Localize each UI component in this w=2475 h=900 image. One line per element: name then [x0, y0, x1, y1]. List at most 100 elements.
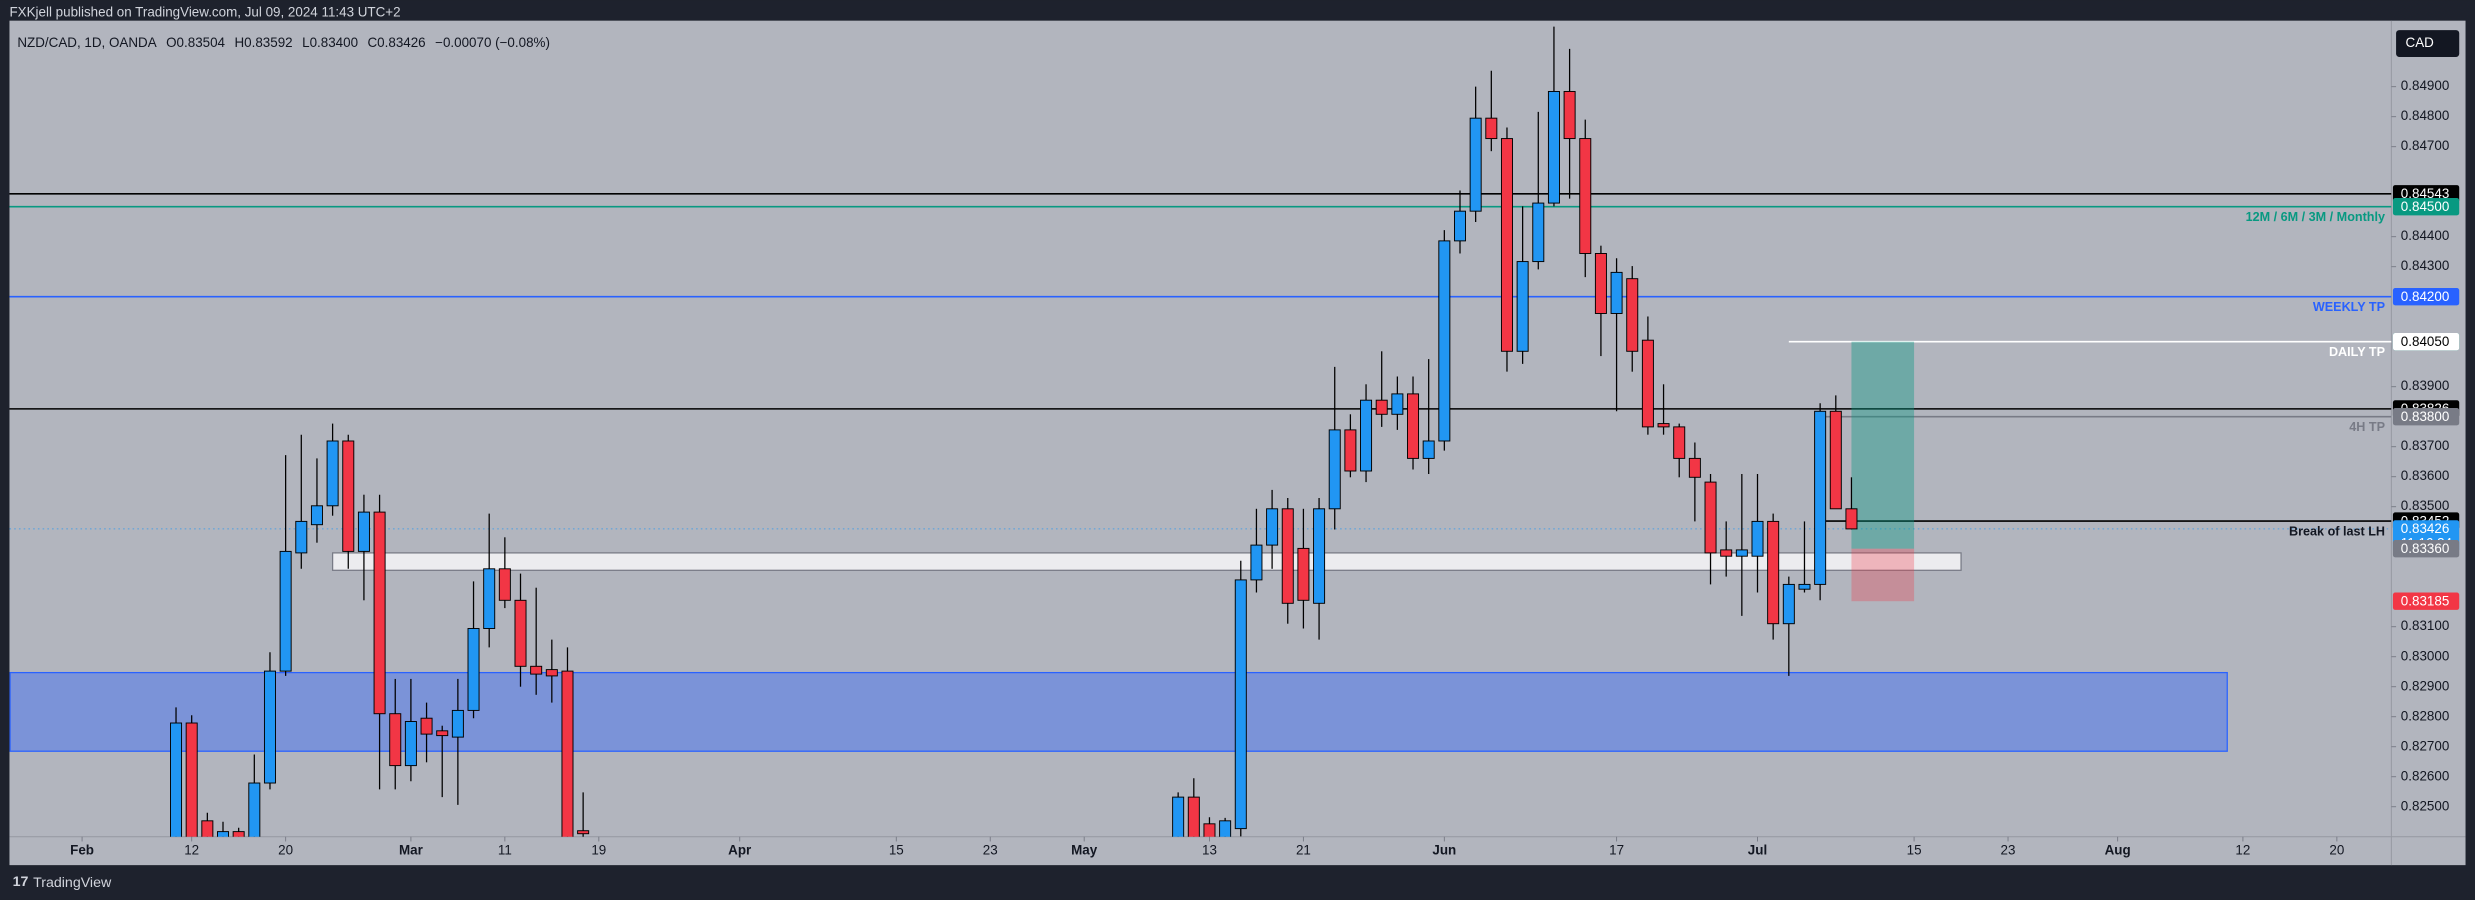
candle-body	[217, 831, 230, 837]
x-tick-label: 15	[889, 842, 904, 857]
price-label-bg	[2392, 408, 2460, 426]
candle-body	[467, 628, 480, 711]
x-tick-label: 11	[498, 842, 512, 857]
price-label: 0.84050	[2401, 334, 2449, 349]
plot-area	[9, 20, 2392, 837]
candle-body	[420, 717, 433, 735]
x-tick-label: 15	[1907, 842, 1922, 857]
y-tick-label: 0.83000	[2401, 648, 2449, 663]
plot	[9, 26, 2392, 837]
candle-body	[1626, 278, 1639, 352]
candle-body	[248, 782, 261, 837]
y-tick-label: 0.83600	[2401, 468, 2449, 483]
price-label: 0.83360	[2401, 541, 2449, 556]
x-tick-label: 20	[278, 842, 293, 857]
candle-body	[389, 713, 402, 767]
candle-body	[514, 599, 527, 667]
candle-body	[404, 721, 417, 767]
candle-body	[1344, 429, 1357, 472]
price-label-bg	[2392, 540, 2460, 558]
candle-body	[1438, 240, 1451, 442]
candle-body	[1814, 410, 1827, 585]
candle-body	[1579, 138, 1592, 254]
candle-body	[263, 670, 276, 784]
y-tick-label: 0.84400	[2401, 228, 2449, 243]
candle-body	[1532, 202, 1545, 263]
price-label: 0.83185	[2401, 594, 2449, 609]
candle-body	[498, 568, 511, 601]
candle-body	[1250, 544, 1263, 581]
y-tick-label: 0.84900	[2401, 78, 2449, 93]
x-tick-label: Apr	[728, 842, 752, 857]
brand-logo: 17	[13, 874, 29, 890]
price-label: 0.83426	[2401, 521, 2449, 536]
x-tick-label: 23	[983, 842, 998, 857]
candle-body	[342, 440, 355, 552]
candle-body	[1360, 399, 1373, 472]
level-note: Break of last LH	[2289, 524, 2385, 538]
price-label: 0.84543	[2401, 186, 2449, 201]
price-label-bg	[2392, 592, 2460, 610]
price-label-bg	[2392, 288, 2460, 306]
candle-body	[1720, 549, 1733, 557]
candle-body	[1735, 549, 1748, 557]
candle-body	[1641, 339, 1654, 428]
candle-body	[1172, 796, 1185, 837]
candle-body	[561, 670, 574, 837]
candle-body	[1453, 210, 1466, 242]
candle-body	[170, 722, 183, 837]
candle-body	[530, 665, 543, 675]
y-tick-label: 0.84800	[2401, 108, 2449, 123]
candle-body	[1234, 579, 1247, 830]
x-tick-label: 23	[2001, 842, 2016, 857]
x-tick-label: Mar	[399, 842, 424, 857]
candle-body	[1547, 90, 1560, 204]
candle-body	[1594, 253, 1607, 314]
candle-body	[1673, 426, 1686, 459]
candle-body	[201, 820, 214, 837]
y-tick-label: 0.83700	[2401, 438, 2449, 453]
candle-body	[483, 568, 496, 629]
y-tick-label: 0.82900	[2401, 678, 2449, 693]
price-label-bg	[2392, 333, 2460, 351]
candle-body	[451, 709, 464, 738]
time-axis	[9, 836, 2392, 866]
position-target	[1851, 341, 1915, 549]
candle-body	[1782, 583, 1795, 625]
x-tick-label: 21	[1296, 842, 1311, 857]
candle-body	[545, 669, 558, 677]
ohlc-value: C0.83426	[368, 34, 426, 49]
x-tick-label: 17	[1609, 842, 1624, 857]
ohlc-value: L0.83400	[302, 34, 358, 49]
candle-body	[295, 520, 308, 554]
candle-body	[1500, 138, 1513, 352]
candle-body	[1203, 823, 1216, 837]
candle-body	[310, 505, 323, 526]
symbol: NZD/CAD, 1D, OANDA	[17, 34, 156, 49]
x-tick-label: Jul	[1748, 842, 1767, 857]
zone	[9, 671, 2228, 752]
zone	[331, 552, 1962, 571]
candle-body	[1485, 117, 1498, 140]
currency-button[interactable]	[2396, 30, 2460, 57]
candle-body	[1266, 508, 1279, 546]
level-note: 4H TP	[2349, 420, 2385, 434]
y-tick-label: 0.82500	[2401, 798, 2449, 813]
x-tick-label: 19	[591, 842, 606, 857]
candle-body	[1516, 261, 1529, 352]
candle-body	[373, 511, 386, 715]
candle-body	[1610, 271, 1623, 314]
position-stop	[1851, 548, 1915, 602]
y-tick-label: 0.83100	[2401, 618, 2449, 633]
candle-body	[436, 730, 449, 737]
x-tick-label: Jun	[1432, 842, 1456, 857]
price-label: 0.84200	[2401, 289, 2449, 304]
candle-body	[1798, 583, 1811, 590]
candle-body	[1281, 508, 1294, 604]
level-note: 12M / 6M / 3M / Monthly	[2246, 210, 2385, 224]
level-note: WEEKLY TP	[2313, 300, 2385, 314]
publisher: FXKjell published on TradingView.com, Ju…	[9, 4, 400, 19]
currency-label[interactable]: CAD	[2406, 35, 2435, 50]
